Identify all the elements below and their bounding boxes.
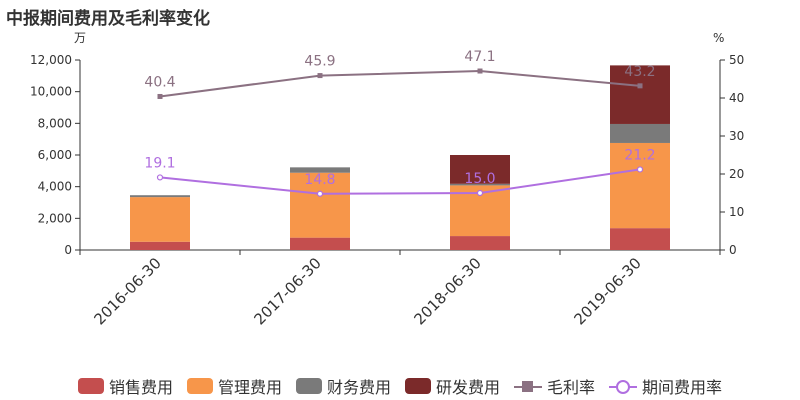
legend-item-finance[interactable]: 财务费用 [295,374,391,398]
legend-label: 期间费用率 [642,378,723,397]
left-axis-tick-label: 2,000 [38,211,72,225]
chart-title: 中报期间费用及毛利率变化 [6,9,210,29]
left-axis-tick-label: 8,000 [38,116,72,130]
line-point [476,189,484,197]
legend-item-rnd[interactable]: 研发费用 [405,374,500,398]
data-label: 43.2 [624,64,655,80]
bars [130,65,670,250]
legend-item-gross-margin[interactable]: 毛利率 [514,374,595,398]
legend-swatch [405,378,431,394]
legend-label: 财务费用 [326,378,391,397]
bar-segment [450,183,510,186]
left-axis-tick-label: 12,000 [30,53,72,67]
series-line [159,70,641,98]
left-axis-unit: 万 [74,31,86,45]
right-axis-tick-label: 0 [729,243,737,257]
right-axis-unit: % [713,31,724,45]
line-point [637,83,643,89]
line-point [636,166,644,173]
data-label: 14.8 [304,172,335,188]
bar-segment [610,65,670,124]
x-axis-tick-label: 2016-06-30 [90,254,164,328]
line-point [317,73,323,79]
legend-label: 研发费用 [436,378,501,397]
line-point [157,93,163,99]
data-label: 15.0 [464,171,495,187]
bar-segment [290,237,350,250]
line-point [316,190,324,197]
left-axis-tick-label: 4,000 [38,180,72,194]
legend-label: 销售费用 [108,378,173,397]
bar-segment [130,195,190,198]
right-axis-tick-label: 30 [729,129,744,143]
legend-label: 管理费用 [217,378,282,397]
x-axis-tick-label: 2019-06-30 [570,254,644,328]
line-point [477,68,483,74]
data-label: 45.9 [304,54,335,70]
chart-canvas: 万 % 0 2,000 4,000 6,000 8,000 10,000 12,000 0 10… [30,31,744,328]
legend-item-expense-ratio[interactable]: 期间费用率 [609,374,722,398]
bar-segment [610,123,670,143]
right-axis-tick-label: 50 [729,53,744,67]
data-labels: 40.4 45.9 47.1 43.2 19.1 14.8 15.0 21.2 [144,49,655,188]
data-label: 40.4 [144,74,175,90]
legend-line-square-icon [514,378,543,394]
right-axis-tick-label: 10 [729,205,744,219]
bar-segment [610,228,670,250]
legend-label: 毛利率 [547,378,596,397]
legend-item-admin[interactable]: 管理费用 [186,374,282,398]
bar-segment [130,197,190,242]
legend: 销售费用 管理费用 财务费用 研发费用 毛利率 期间费用率 [0,374,800,398]
bar-segment [450,155,510,184]
legend-swatch [295,378,322,394]
bar-segment [130,241,190,250]
legend-swatch [186,378,213,394]
line-point [156,174,164,181]
legend-swatch [77,378,104,394]
series-line [159,168,641,195]
bar-segment [450,236,510,250]
legend-line-circle-icon [609,378,638,394]
x-axis-tick-label: 2018-06-30 [410,254,484,328]
bar-segment [290,172,350,238]
left-axis-tick-label: 10,000 [30,85,72,99]
left-axis-tick-label: 6,000 [38,148,72,162]
line-series [156,68,644,197]
bar-segment [610,142,670,229]
left-axis-tick-label: 0 [64,243,72,257]
data-label: 47.1 [464,49,495,65]
right-axis-tick-label: 20 [729,167,744,181]
legend-item-sales[interactable]: 销售费用 [77,374,173,398]
right-axis-tick-label: 40 [729,91,744,105]
data-label: 21.2 [624,147,655,163]
data-label: 19.1 [144,155,175,171]
bar-segment [290,167,350,173]
x-axis-tick-label: 2017-06-30 [250,254,324,328]
